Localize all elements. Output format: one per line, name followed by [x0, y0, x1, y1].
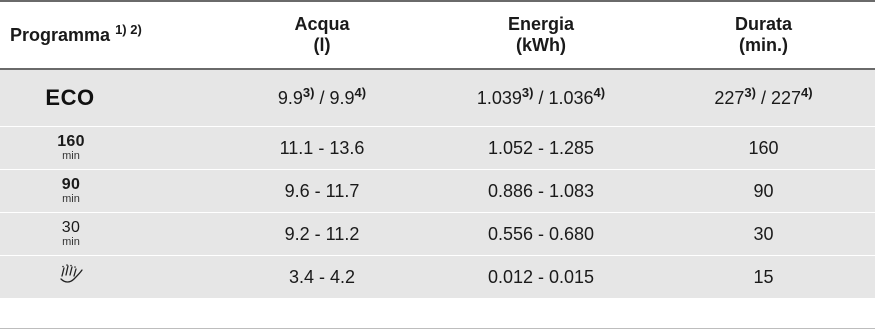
- water-cell: 9.93) / 9.94): [214, 84, 430, 109]
- duration-value-a: 227: [714, 87, 745, 108]
- water-value-b: 9.9: [329, 87, 355, 108]
- separator: /: [314, 87, 330, 108]
- program-160-min: 160 min: [0, 134, 214, 162]
- footnote-ref: 3): [744, 84, 756, 100]
- energy-cell: 0.012 - 0.015: [487, 266, 595, 287]
- table-row: 90 min 9.6 - 11.7 0.886 - 1.083 90: [0, 170, 875, 213]
- duration-cell: 2273) / 2274): [652, 84, 875, 109]
- energy-value-a: 1.039: [476, 87, 522, 108]
- header-energy-title: Energia: [507, 14, 575, 35]
- header-program-notes: 1) 2): [115, 21, 142, 37]
- header-water-title: Acqua: [294, 14, 350, 35]
- water-cell: 9.6 - 11.7: [284, 180, 360, 201]
- table-row: 30 min 9.2 - 11.2 0.556 - 0.680 30: [0, 213, 875, 256]
- energy-cell: 1.052 - 1.285: [487, 137, 595, 158]
- energy-cell: 0.886 - 1.083: [487, 180, 595, 201]
- header-duration: Durata (min.): [652, 14, 875, 55]
- program-minutes-number: 160: [57, 133, 85, 150]
- footnote-ref: 4): [801, 84, 813, 100]
- program-eco-label: ECO: [45, 85, 95, 111]
- duration-cell: 160: [748, 137, 779, 158]
- duration-cell: 90: [753, 180, 774, 201]
- program-minutes-number: 90: [61, 176, 81, 193]
- header-energy-unit: (kWh): [516, 35, 566, 55]
- program-30-min-icon: 30 min: [62, 220, 80, 248]
- header-energy: Energia (kWh): [430, 14, 652, 55]
- duration-cell: 15: [753, 266, 774, 287]
- program-30-min: 30 min: [0, 220, 214, 248]
- header-program-label: Programma: [10, 24, 111, 45]
- duration-cell: 30: [753, 223, 774, 244]
- table-header-row: Programma 1) 2) Acqua (l) Energia (kWh) …: [0, 2, 875, 70]
- program-90-min-icon: 90 min: [62, 177, 80, 205]
- program-minutes-number: 30: [61, 219, 81, 236]
- rinse-spray-icon: [58, 263, 84, 291]
- program-minutes-unit: min: [62, 193, 80, 205]
- footnote-ref: 3): [521, 84, 534, 100]
- duration-value-b: 227: [771, 87, 802, 108]
- water-cell: 3.4 - 4.2: [288, 266, 356, 287]
- separator: /: [755, 87, 771, 108]
- program-eco: ECO: [0, 85, 214, 110]
- header-program: Programma 1) 2): [0, 21, 214, 46]
- separator: /: [533, 87, 549, 108]
- footnote-ref: 4): [354, 84, 367, 100]
- program-minutes-unit: min: [62, 236, 80, 248]
- header-water: Acqua (l): [214, 14, 430, 55]
- water-value-a: 9.9: [277, 87, 303, 108]
- water-cell: 11.1 - 13.6: [279, 137, 365, 158]
- footnote-ref: 4): [593, 84, 606, 100]
- energy-cell: 0.556 - 0.680: [487, 223, 595, 244]
- program-rinse: [0, 263, 214, 291]
- program-160-min-icon: 160 min: [57, 134, 85, 162]
- table-row-eco: ECO 9.93) / 9.94) 1.0393) / 1.0364) 2273…: [0, 70, 875, 127]
- energy-value-b: 1.036: [548, 87, 594, 108]
- table-row: 3.4 - 4.2 0.012 - 0.015 15: [0, 256, 875, 299]
- footnote-ref: 3): [302, 84, 315, 100]
- header-duration-title: Durata: [734, 14, 792, 35]
- program-90-min: 90 min: [0, 177, 214, 205]
- header-duration-unit: (min.): [739, 35, 788, 55]
- program-minutes-unit: min: [62, 150, 80, 162]
- energy-cell: 1.0393) / 1.0364): [430, 84, 652, 109]
- water-cell: 9.2 - 11.2: [284, 223, 360, 244]
- table-row: 160 min 11.1 - 13.6 1.052 - 1.285 160: [0, 127, 875, 170]
- header-water-unit: (l): [313, 35, 331, 55]
